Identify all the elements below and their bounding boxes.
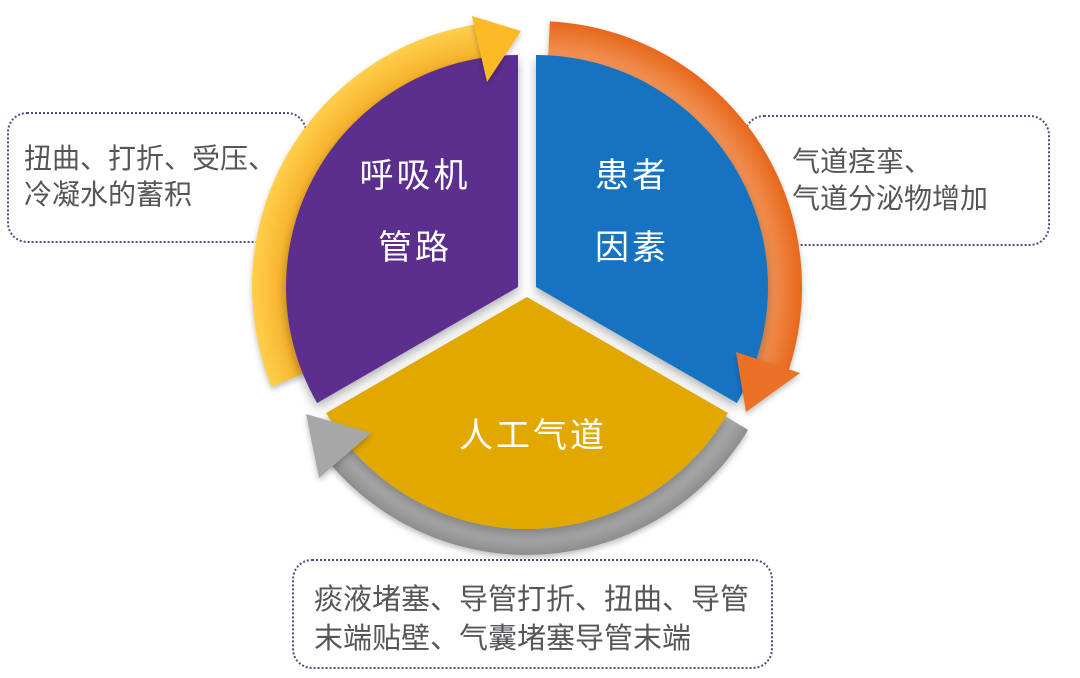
wedge-label-line: 因素: [595, 229, 669, 267]
callout-ventilator-circuit: 扭曲、打折、受压、 冷凝水的蓄积: [7, 112, 307, 243]
wedge-label-line: 患者: [595, 157, 669, 195]
wedge-label-ventilator-circuit: 呼吸机 管路: [315, 156, 515, 268]
wedge-ventilator-circuit: [286, 55, 518, 403]
wedge-label-line: 管路: [378, 229, 452, 267]
callout-text-line: 末端贴壁、气囊堵塞导管末端: [314, 623, 692, 655]
callout-artificial-airway: 痰液堵塞、导管打折、扭曲、导管 末端贴壁、气囊堵塞导管末端: [292, 559, 773, 669]
wedge-artificial-airway: [326, 297, 728, 529]
callout-text-line: 扭曲、打折、受压、: [24, 143, 277, 174]
orange-arc-arrow-band: [547, 21, 802, 374]
yellow-arrow-head: [472, 16, 521, 82]
wedge-patient-factors: [536, 55, 768, 403]
wedge-label-patient-factors: 患者 因素: [532, 156, 732, 268]
wedge-label-line: 呼吸机: [359, 157, 471, 195]
gray-arrow-head: [306, 414, 371, 478]
callout-text-line: 气道痉挛、: [792, 146, 933, 177]
callout-patient-factors: 气道痉挛、 气道分泌物增加: [744, 115, 1050, 246]
gray-arc-arrow-band: [326, 412, 749, 555]
callout-text-line: 气道分泌物增加: [792, 183, 989, 214]
wedge-label-line: 人工气道: [459, 417, 607, 455]
callout-text-line: 痰液堵塞、导管打折、扭曲、导管: [314, 584, 750, 616]
yellow-arc-arrow-band: [251, 23, 487, 387]
orange-arrow-head: [736, 352, 800, 412]
callout-text-line: 冷凝水的蓄积: [24, 179, 193, 210]
wedge-label-artificial-airway: 人工气道: [433, 416, 633, 456]
